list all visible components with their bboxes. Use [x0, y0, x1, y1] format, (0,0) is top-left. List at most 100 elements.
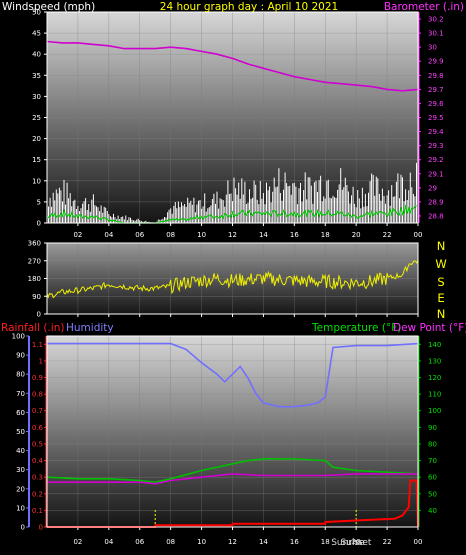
- rain-tick-label: 0.1: [32, 507, 43, 515]
- temperature-tick-label: 120: [428, 374, 441, 382]
- x-tick-label: 22: [383, 231, 392, 239]
- wind-panel-frame: [46, 11, 419, 224]
- temperature-tick-label: 140: [428, 341, 441, 349]
- temperature-line: [46, 458, 419, 484]
- humidity-tick-label: 70: [16, 390, 25, 398]
- x-tick-label: 08: [166, 231, 175, 239]
- barometer-tick-label: 29.5: [428, 114, 444, 122]
- barometer-tick-label: 29.4: [428, 128, 444, 136]
- barometer-axis-label: Barometer (.in): [384, 1, 464, 13]
- rain-tick-label: 0.9: [32, 374, 43, 382]
- barometer-tick-label: 30: [428, 44, 437, 52]
- x-tick-label: 00: [414, 231, 423, 239]
- compass-s: S: [437, 275, 444, 289]
- x-tick-label: 18: [321, 538, 330, 546]
- barometer-tick-label: 29.1: [428, 170, 444, 178]
- x-tick-label: 02: [73, 538, 82, 546]
- humidity-tick-label: 10: [16, 504, 25, 512]
- direction-y-tick-label: 360: [28, 240, 41, 248]
- lower-panel-frame: [46, 335, 419, 528]
- barometer-tick-label: 28.8: [428, 212, 444, 220]
- x-tick-label: 16: [290, 538, 299, 546]
- barometer-tick-label: 30.2: [428, 16, 444, 24]
- barometer-tick-label: 30.1: [428, 30, 444, 38]
- temperature-tick-label: 90: [428, 424, 437, 432]
- barometer-line: [46, 40, 419, 92]
- rain-tick-label: 0.8: [32, 391, 43, 399]
- humidity-tick-label: 50: [16, 428, 25, 436]
- humidity-tick-label: 40: [16, 447, 25, 455]
- x-tick-label: 10: [197, 231, 206, 239]
- dew-point-line: [47, 473, 418, 485]
- direction-y-tick-label: 270: [28, 257, 41, 265]
- direction-panel-frame: [46, 242, 419, 315]
- temperature-tick-label: 40: [428, 507, 437, 515]
- wind-y-tick-label: 20: [32, 135, 41, 143]
- humidity-tick-label: 90: [16, 352, 25, 360]
- rain-tick-label: 0.6: [32, 424, 44, 432]
- rain-tick-label: 1.1: [32, 341, 43, 349]
- wind-direction-series: [46, 259, 419, 299]
- temperature-tick-label: 50: [428, 490, 437, 498]
- rainfall-axis-label: Rainfall (.in): [1, 322, 64, 334]
- x-tick-label: 12: [228, 231, 237, 239]
- graph-title: 24 hour graph day : April 10 2021: [160, 1, 338, 13]
- barometer-tick-label: 29.7: [428, 86, 444, 94]
- humidity-tick-label: 0: [21, 524, 25, 532]
- x-tick-label: 06: [135, 231, 144, 239]
- barometer-tick-label: 28.9: [428, 198, 444, 206]
- wind-y-tick-label: 10: [32, 177, 41, 185]
- humidity-tick-label: 20: [16, 485, 25, 493]
- wind-y-tick-label: 0: [37, 220, 41, 228]
- direction-y-tick-label: 90: [32, 293, 41, 301]
- wind-y-tick-label: 15: [32, 156, 41, 164]
- sunrise-label: Sunrise: [331, 538, 365, 548]
- sunset-label: Sunset: [341, 538, 372, 548]
- x-tick-label: 14: [259, 231, 268, 239]
- x-tick-label: 04: [104, 231, 113, 239]
- barometer-tick-label: 29.9: [428, 58, 444, 66]
- x-tick-label: 08: [166, 538, 175, 546]
- x-tick-label: 10: [197, 538, 206, 546]
- humidity-tick-label: 60: [16, 409, 25, 417]
- rain-tick-label: 0.5: [32, 440, 43, 448]
- wind-y-tick-label: 50: [32, 9, 41, 17]
- wind-y-tick-label: 35: [32, 72, 41, 80]
- temperature-tick-label: 110: [428, 391, 441, 399]
- humidity-line: [47, 342, 419, 408]
- x-tick-label: 02: [73, 231, 82, 239]
- compass-n-bottom: N: [437, 307, 446, 321]
- rain-tick-label: 0.4: [32, 457, 44, 465]
- x-tick-label: 22: [383, 538, 392, 546]
- temperature-tick-label: 100: [428, 407, 441, 415]
- wind-y-tick-label: 25: [32, 114, 41, 122]
- x-tick-label: 18: [321, 231, 330, 239]
- temperature-tick-label: 80: [428, 440, 437, 448]
- barometer-tick-label: 29.2: [428, 156, 444, 164]
- wind-y-tick-label: 40: [32, 51, 41, 59]
- rain-tick-label: 0.7: [32, 407, 43, 415]
- direction-y-tick-label: 0: [37, 311, 41, 319]
- direction-y-tick-label: 180: [28, 275, 41, 283]
- barometer-tick-label: 29.6: [428, 100, 444, 108]
- wind-y-tick-label: 30: [32, 93, 41, 101]
- x-tick-label: 20: [352, 538, 361, 546]
- x-tick-label: 04: [104, 538, 113, 546]
- wind-average-series: [46, 205, 417, 224]
- temperature-tick-label: 60: [428, 474, 437, 482]
- wind-y-tick-label: 5: [37, 198, 41, 206]
- humidity-tick-label: 80: [16, 371, 25, 379]
- compass-n-top: N: [437, 239, 446, 253]
- temperature-axis-label: Temperature (°F): [311, 322, 401, 334]
- temperature-tick-label: 70: [428, 457, 437, 465]
- rainfall-line: [47, 479, 419, 528]
- data-series: [46, 40, 419, 528]
- barometer-tick-label: 29.8: [428, 72, 444, 80]
- compass-w: W: [435, 257, 446, 271]
- x-tick-label: 00: [414, 538, 423, 546]
- wind-axis-label: Windspeed (mph): [2, 1, 95, 13]
- x-tick-label: 20: [352, 231, 361, 239]
- temperature-tick-label: 130: [428, 357, 441, 365]
- barometer-tick-label: 29: [428, 184, 437, 192]
